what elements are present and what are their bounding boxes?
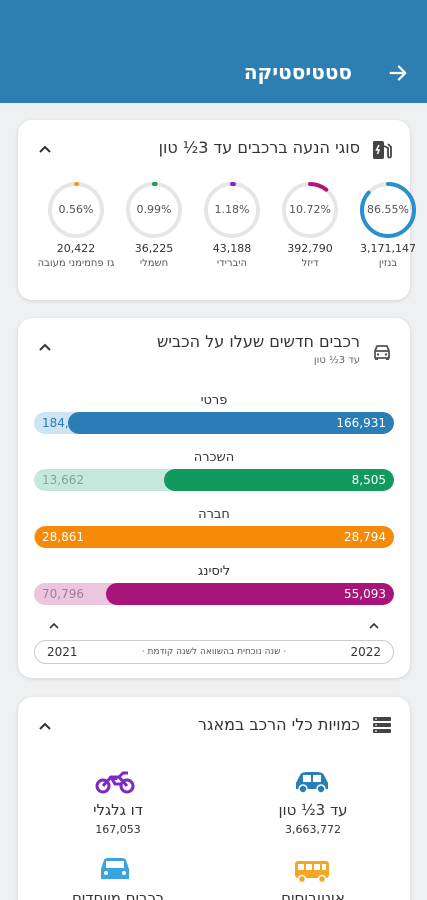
- donut-chart: [126, 182, 182, 238]
- donut-chart: [204, 182, 260, 238]
- chevron-up-icon[interactable]: [368, 620, 380, 632]
- vehicle-label: עד 3½ טון: [278, 801, 348, 819]
- car-icon: [296, 772, 328, 794]
- bar-track: 184,233 166,931: [34, 412, 394, 434]
- chevron-up-icon[interactable]: [38, 142, 52, 156]
- donut-percent: 0.99%: [136, 203, 172, 216]
- vehicle-count: 167,053: [95, 823, 141, 836]
- donut-value: 392,790: [287, 242, 333, 255]
- donut-arc: [204, 182, 260, 238]
- propulsion-title: סוגי הנעה ברכבים עד 3½ טון: [158, 138, 360, 157]
- bar-label: פרטי: [200, 393, 228, 408]
- donut-label: חשמלי: [139, 258, 169, 269]
- bar-fill: [106, 583, 394, 605]
- bar-value-2022: 166,931: [336, 416, 386, 430]
- car-front-icon: [374, 345, 390, 360]
- app-bar: סטטיסטיקה: [0, 0, 427, 103]
- bar-track: 28,861 28,794: [34, 526, 394, 548]
- donut-percent: 86.55%: [367, 203, 409, 216]
- bar-value-2021: 28,861: [42, 530, 84, 544]
- donut-percent: 0.56%: [58, 203, 94, 216]
- motorcycle-icon: [95, 771, 135, 794]
- bus-icon: [295, 861, 329, 884]
- special-vehicle-icon: [101, 858, 129, 879]
- donut-value: 20,422: [56, 242, 96, 255]
- year-current: 2022: [350, 645, 381, 659]
- donut-label: דיזל: [301, 258, 319, 269]
- fuel-pump-icon: [373, 141, 392, 159]
- donut-percent: 1.18%: [214, 203, 250, 216]
- bar-label: השכרה: [193, 450, 235, 465]
- bar-value-2021: 70,796: [42, 587, 84, 601]
- donut-arc: [48, 182, 104, 238]
- donut-value: 3,171,147: [360, 242, 416, 255]
- bar-value-2021: 184,233: [42, 416, 92, 430]
- page-title: סטטיסטיקה: [243, 60, 352, 84]
- vehicle-label: רכבים מיוחדים: [71, 889, 165, 900]
- inventory-title: כמויות כלי הרכב במאגר: [197, 715, 360, 734]
- arrow-right-icon[interactable]: [387, 62, 409, 84]
- new-cars-subtitle: עד 3½ טון: [313, 355, 360, 366]
- donut-label: גז פחמימני מעובה: [37, 258, 115, 269]
- year-compare-bar: 2021 · שנה נוכחית בהשוואה לשנה קודמת · 2…: [34, 640, 394, 664]
- donut-value: 36,225: [134, 242, 174, 255]
- vehicle-label: אוטובוסים: [281, 889, 345, 900]
- donut-label: בנזין: [378, 258, 398, 269]
- propulsion-card: סוגי הנעה ברכבים עד 3½ טון 86.55% 3,171,1…: [18, 120, 416, 300]
- chevron-up-icon[interactable]: [38, 719, 52, 733]
- bar-fill: [67, 412, 394, 434]
- database-list-icon: [373, 717, 391, 733]
- new-cars-title: רכבים חדשים שעלו על הכביש: [157, 332, 360, 351]
- compare-text: · שנה נוכחית בהשוואה לשנה קודמת ·: [141, 647, 287, 657]
- year-previous: 2021: [47, 645, 78, 659]
- donut-chart: [48, 182, 104, 238]
- chevron-up-icon[interactable]: [48, 620, 60, 632]
- bar-value-2021: 13,662: [42, 473, 84, 487]
- bar-value-2022: 28,794: [344, 530, 386, 544]
- vehicle-label: דו גלגלי: [93, 801, 143, 819]
- bar-track: 13,662 8,505: [34, 469, 394, 491]
- donut-chart: [282, 182, 338, 238]
- bar-value-2022: 8,505: [351, 473, 386, 487]
- donut-arc: [126, 182, 182, 238]
- new-cars-card: רכבים חדשים שעלו על הכביש עד 3½ טון פרטי…: [18, 318, 410, 678]
- inventory-card: כמויות כלי הרכב במאגר עד 3½ טון 3,663,77…: [18, 697, 410, 900]
- vehicle-count: 3,663,772: [285, 823, 341, 836]
- bar-track: 70,796 55,093: [34, 583, 394, 605]
- donut-value: 43,188: [212, 242, 252, 255]
- bar-value-2022: 55,093: [344, 587, 386, 601]
- donut-label: היברידי: [216, 258, 248, 269]
- donut-arc: [282, 182, 338, 238]
- bar-label: ליסינג: [197, 564, 231, 579]
- donut-chart: [360, 182, 416, 238]
- bar-label: חברה: [198, 507, 230, 522]
- donut-arc: [360, 182, 416, 238]
- bar-fill: [163, 469, 394, 491]
- bar-fill: [34, 526, 394, 548]
- donut-percent: 10.72%: [289, 203, 331, 216]
- chevron-up-icon[interactable]: [38, 340, 52, 354]
